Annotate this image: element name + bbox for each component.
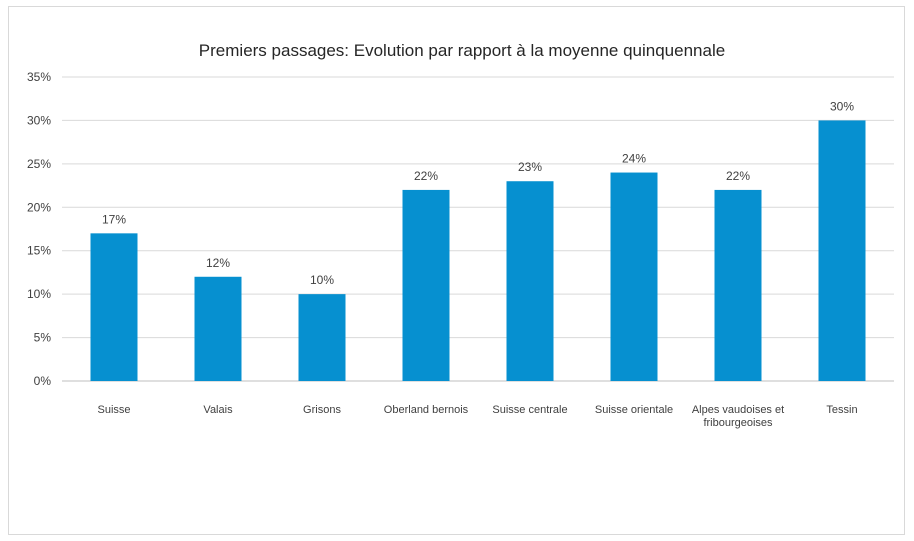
data-label: 30% [830,99,854,113]
y-axis-ticks: 0% 5% 10% 15% 20% 25% 30% 35% [27,70,51,388]
x-tick-label: Suisse orientale [595,404,673,416]
bar [818,120,866,381]
x-tick-label: Suisse centrale [492,404,567,416]
data-label: 12% [206,256,230,270]
grid-lines [62,76,894,382]
y-tick-label: 5% [34,331,52,345]
bar [194,276,242,381]
data-label: 23% [518,160,542,174]
chart-title: Premiers passages: Evolution par rapport… [199,41,725,60]
data-label: 24% [622,152,646,166]
data-label: 10% [310,273,334,287]
bar [610,172,658,381]
bars [90,120,866,381]
y-tick-label: 0% [34,374,52,388]
x-tick-label: Grisons [303,404,341,416]
bar [298,294,346,381]
y-tick-label: 15% [27,244,51,258]
y-tick-label: 35% [27,70,51,84]
y-tick-label: 10% [27,287,51,301]
y-tick-label: 30% [27,113,51,127]
x-tick-label: Suisse [97,404,130,416]
data-labels: 17% 12% 10% 22% 23% 24% 22% 30% [102,99,854,287]
data-label: 17% [102,212,126,226]
x-tick-label: Alpes vaudoises et fribourgeoises [692,404,784,429]
y-tick-label: 25% [27,157,51,171]
bar [506,181,554,381]
bar [90,233,138,381]
x-tick-label: Tessin [826,404,857,416]
x-axis-ticks: Suisse Valais Grisons Oberland bernois Suiss… [97,404,857,429]
bar [714,189,762,381]
data-label: 22% [726,169,750,183]
x-tick-label: Valais [203,404,233,416]
bar [402,189,450,381]
x-tick-label: Oberland bernois [384,404,469,416]
data-label: 22% [414,169,438,183]
y-tick-label: 20% [27,200,51,214]
